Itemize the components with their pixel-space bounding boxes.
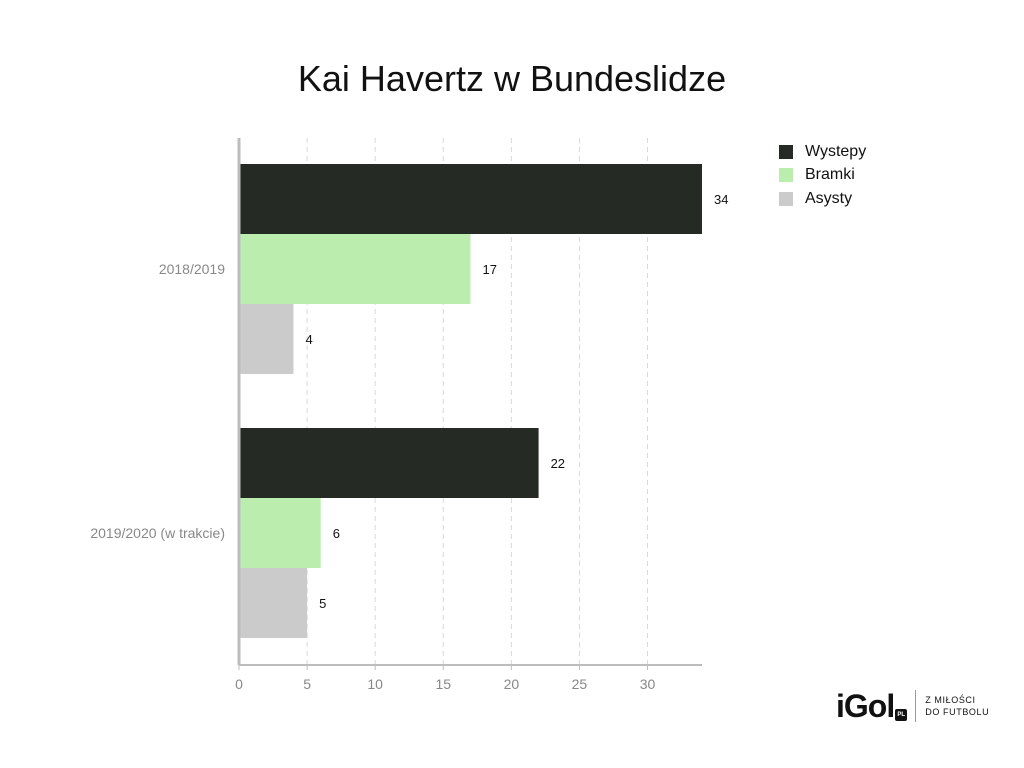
bar-asysty	[239, 304, 294, 374]
category-label: 2019/2020 (w trakcie)	[90, 525, 225, 541]
category-label: 2018/2019	[159, 261, 225, 277]
x-tick-label: 20	[504, 676, 520, 692]
legend-item-bramki: Bramki	[779, 164, 866, 188]
data-label: 5	[319, 596, 326, 611]
data-label: 6	[333, 526, 340, 541]
logo-tagline: Z MIŁOŚCI DO FUTBOLU	[925, 694, 989, 718]
x-tick-label: 30	[640, 676, 656, 692]
bars	[239, 164, 702, 638]
legend-label: Wystepy	[805, 142, 867, 160]
data-labels: 34 17 4 22 6 5	[305, 192, 728, 611]
legend-swatch	[779, 191, 793, 206]
igol-logo: iGol PL Z MIŁOŚCI DO FUTBOLU	[836, 688, 989, 724]
bar-wystepy	[239, 164, 702, 234]
legend-item-wystepy: Wystepy	[779, 140, 866, 164]
legend-label: Asysty	[805, 189, 853, 207]
x-tick-label: 15	[435, 676, 451, 692]
x-tick-label: 0	[235, 676, 243, 692]
legend-swatch	[779, 144, 793, 159]
logo-divider	[915, 690, 917, 722]
data-label: 34	[714, 192, 728, 207]
logo-badge: PL	[895, 709, 908, 721]
axes: 0 5 10 15 20 25 30 2018/2019 2019/2020 (w trakci…	[90, 138, 702, 692]
grid-lines	[306, 138, 649, 665]
data-label: 17	[483, 262, 497, 277]
bar-wystepy	[239, 428, 539, 498]
x-tick-label: 10	[367, 676, 383, 692]
legend-swatch	[779, 168, 793, 183]
data-label: 4	[305, 332, 312, 347]
legend-item-asysty: Asysty	[779, 187, 866, 211]
logo-wordmark: iGol	[836, 687, 895, 724]
legend: Wystepy Bramki Asysty	[779, 140, 866, 211]
x-tick-label: 25	[572, 676, 588, 692]
logo-tagline-line1: Z MIŁOŚCI	[925, 695, 976, 705]
bar-asysty	[239, 568, 308, 638]
x-tick-label: 5	[303, 676, 311, 692]
logo-tagline-line2: DO FUTBOLU	[925, 707, 990, 717]
legend-label: Bramki	[805, 166, 855, 184]
chart-title: Kai Havertz w Bundeslidze	[297, 58, 727, 99]
bar-bramki	[239, 234, 471, 304]
bar-bramki	[239, 498, 321, 568]
data-label: 22	[551, 456, 565, 471]
